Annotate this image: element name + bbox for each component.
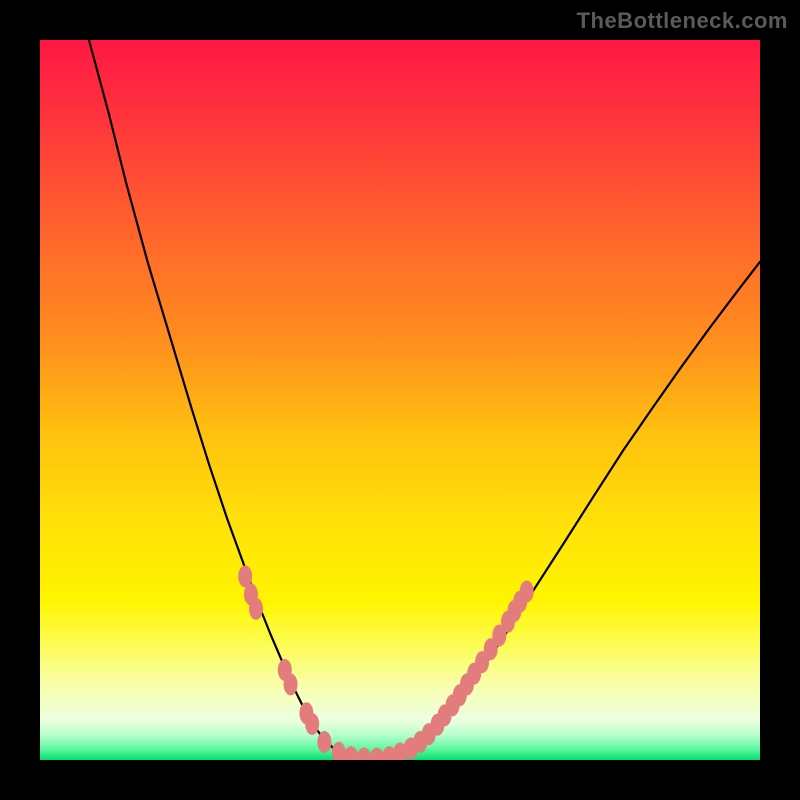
chart-container: TheBottleneck.com: [0, 0, 800, 800]
marker-point: [249, 598, 263, 620]
marker-point: [305, 713, 319, 735]
marker-point: [284, 673, 298, 695]
bottleneck-chart: [40, 40, 760, 760]
plot-area: [40, 40, 760, 760]
watermark-text: TheBottleneck.com: [577, 8, 788, 34]
marker-point: [317, 731, 331, 753]
marker-point: [520, 581, 534, 603]
gradient-background: [40, 40, 760, 760]
